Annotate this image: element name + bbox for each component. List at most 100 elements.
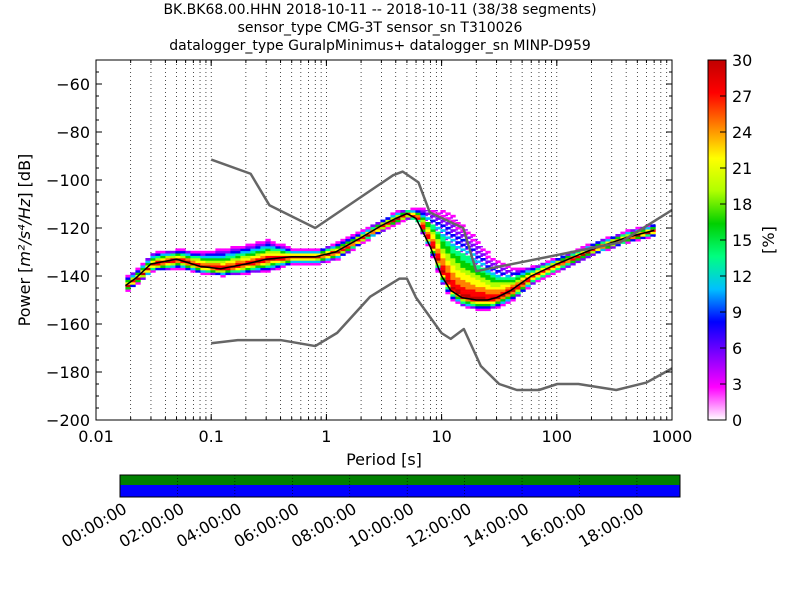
density-cell [220, 272, 226, 276]
density-cell [485, 303, 491, 307]
density-cell [440, 222, 443, 224]
density-cell [280, 248, 286, 252]
density-cell [360, 241, 366, 244]
density-cell [450, 282, 456, 285]
density-cell [510, 291, 516, 295]
density-cell [460, 279, 466, 283]
x-tick-label: 0.01 [78, 427, 114, 446]
density-cell [220, 262, 226, 266]
density-cell [535, 274, 541, 278]
density-cell [480, 279, 486, 283]
density-cell [615, 243, 621, 247]
density-cell [445, 286, 451, 290]
density-cell [205, 250, 211, 254]
density-cell [400, 219, 406, 223]
density-cell [495, 262, 498, 265]
density-cell [510, 279, 516, 283]
density-cell [255, 241, 261, 244]
density-cell [615, 234, 621, 237]
density-cell [510, 270, 513, 272]
density-cell [530, 279, 536, 283]
density-cell [340, 250, 346, 254]
density-cell [240, 255, 246, 259]
density-cell [505, 279, 511, 283]
density-cell [205, 267, 211, 271]
density-cell [445, 270, 451, 273]
density-cell [220, 270, 226, 273]
density-cell [235, 258, 241, 261]
x-tick-label: 1 [321, 427, 331, 446]
density-cell [410, 217, 416, 220]
density-cell [505, 272, 508, 274]
density-cell [440, 262, 446, 266]
density-cell [490, 303, 496, 307]
data-coverage-timeline: 00:00:0002:00:0004:00:0006:00:0008:00:00… [58, 474, 681, 551]
density-cell [440, 272, 446, 276]
colorbar-tick-label: 21 [732, 159, 752, 178]
density-cell [595, 248, 601, 252]
density-cell [550, 267, 556, 271]
x-tick-label: 0.1 [198, 427, 223, 446]
density-cell [350, 246, 356, 249]
density-cell [430, 210, 436, 213]
density-cell [440, 243, 446, 247]
density-cell [425, 210, 428, 212]
chart-title-line-3: datalogger_type GuralpMinimus+ datalogge… [169, 38, 591, 54]
density-cell [490, 265, 493, 267]
density-cell [435, 248, 441, 252]
density-cell [425, 214, 428, 217]
density-cell [260, 243, 266, 247]
grid-lines [130, 60, 668, 420]
density-cell [475, 260, 481, 264]
density-cell [470, 296, 476, 300]
density-cell [465, 306, 471, 309]
density-cell [455, 296, 461, 300]
density-cell [225, 270, 231, 273]
density-cell [475, 279, 481, 283]
density-cell [140, 277, 146, 280]
density-cell [475, 248, 478, 250]
density-cell [435, 241, 441, 244]
density-cell [245, 270, 251, 273]
density-cell [395, 222, 401, 225]
density-cell [285, 262, 291, 266]
density-cell [375, 231, 381, 235]
density-cell [210, 253, 216, 256]
density-cell [265, 255, 271, 259]
density-cell [215, 265, 221, 268]
density-cell [490, 274, 496, 278]
density-cell [595, 243, 601, 247]
density-cell [195, 260, 201, 264]
density-cell [305, 250, 311, 254]
density-cell [525, 274, 531, 278]
density-cell [500, 284, 506, 288]
density-cell [500, 289, 506, 292]
density-cell [235, 253, 241, 256]
density-cell [425, 226, 431, 230]
density-cell [440, 255, 446, 259]
density-cell [265, 243, 271, 247]
density-cell [470, 284, 476, 288]
density-cell [370, 224, 376, 228]
density-cell [250, 265, 256, 268]
density-cell [430, 217, 433, 219]
density-cell [260, 265, 266, 268]
density-cell [455, 298, 461, 302]
density-cell [450, 250, 456, 254]
density-cell [490, 306, 496, 309]
plot-area: 0.01 0.1 1 10 100 1000 −200 −180 −160 −140 −120 −1… [15, 59, 692, 469]
density-cell [515, 272, 521, 276]
density-cell [435, 255, 441, 259]
density-cell [155, 258, 161, 261]
density-cell [495, 279, 501, 283]
density-cell [365, 226, 371, 230]
density-cell [475, 289, 481, 292]
density-cell [495, 296, 501, 300]
density-cell [150, 255, 156, 259]
density-cell [420, 226, 426, 230]
density-cell [530, 265, 536, 268]
density-cell [500, 282, 506, 285]
density-cell [185, 265, 191, 268]
density-cell [235, 267, 241, 271]
density-cell [530, 277, 536, 280]
